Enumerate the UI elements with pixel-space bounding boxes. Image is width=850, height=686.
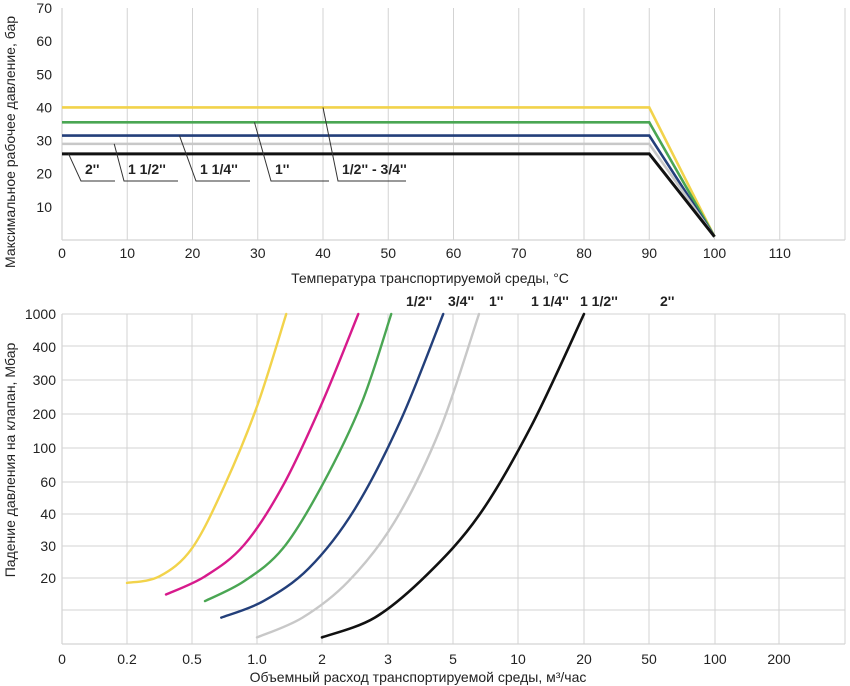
chart1-size-label: 1/2'' - 3/4'' bbox=[342, 161, 407, 177]
chart2-x-tick-label: 5 bbox=[449, 651, 457, 667]
chart1-x-tick-label: 60 bbox=[446, 245, 462, 261]
chart1-callout-leader bbox=[178, 135, 250, 182]
chart2-series bbox=[125, 312, 586, 639]
chart2-size-label: 3/4'' bbox=[448, 293, 474, 309]
chart2-series-curve bbox=[164, 312, 360, 596]
chart1-x-tick-label: 90 bbox=[641, 245, 657, 261]
chart1-y-tick-label: 70 bbox=[36, 0, 52, 16]
chart2-size-label: 1 1/4'' bbox=[531, 293, 569, 309]
chart1-callout-leader bbox=[68, 153, 115, 182]
chart1-x-tick-label: 30 bbox=[250, 245, 266, 261]
chart2-size-label: 1 1/2'' bbox=[580, 293, 618, 309]
chart1-y-axis-title: Максимальное рабочее давление, бар bbox=[2, 16, 18, 268]
chart2-y-axis-title: Падение давления на клапан, Мбар bbox=[2, 343, 18, 578]
chart1-x-tick-label: 40 bbox=[315, 245, 331, 261]
chart1-x-tick-label: 10 bbox=[119, 245, 135, 261]
chart1-y-tick-label: 30 bbox=[36, 133, 52, 149]
chart2-x-tick-label: 100 bbox=[703, 651, 727, 667]
chart2-x-ticks: 0 0.2 0.5 1.0 2 3 5 10 20 50 100 200 bbox=[58, 651, 791, 667]
chart2-size-label: 1/2'' bbox=[406, 293, 432, 309]
chart1-series-line bbox=[62, 142, 716, 238]
chart1-x-tick-label: 80 bbox=[576, 245, 592, 261]
chart2-x-tick-label: 0 bbox=[58, 651, 66, 667]
chart2-y-tick-label: 200 bbox=[33, 406, 57, 422]
chart2-y-ticks: 20 30 40 60 100 200 300 400 1000 bbox=[25, 306, 56, 586]
chart2-axes bbox=[61, 314, 845, 645]
chart2-x-tick-label: 0.5 bbox=[182, 651, 202, 667]
chart2-y-tick-label: 40 bbox=[40, 506, 56, 522]
chart2-y-tick-label: 400 bbox=[33, 339, 57, 355]
chart2-x-tick-label: 200 bbox=[767, 651, 791, 667]
chart1-gridlines bbox=[126, 8, 846, 240]
flow-pressure-drop-chart: 1/2'' 3/4'' 1'' 1 1/4'' 1 1/2'' 2'' 0 0.2 0.5 1.… bbox=[2, 293, 846, 685]
chart2-x-tick-label: 0.2 bbox=[117, 651, 137, 667]
chart2-y-tick-label: 300 bbox=[33, 372, 57, 388]
chart2-size-labels: 1/2'' 3/4'' 1'' 1 1/4'' 1 1/2'' 2'' bbox=[406, 293, 674, 309]
chart2-series-curve bbox=[125, 312, 288, 585]
chart1-x-ticks: 0 10 20 30 40 50 60 70 80 90 100 110 bbox=[58, 245, 791, 261]
chart1-axes bbox=[61, 8, 845, 241]
chart1-x-tick-label: 20 bbox=[185, 245, 201, 261]
chart1-size-label: 1'' bbox=[275, 161, 289, 177]
chart2-size-label: 2'' bbox=[660, 293, 674, 309]
chart1-x-tick-label: 110 bbox=[769, 245, 792, 261]
chart2-x-tick-label: 20 bbox=[576, 651, 592, 667]
chart1-series-line bbox=[62, 152, 716, 238]
chart2-series-curve bbox=[255, 312, 481, 639]
temperature-pressure-chart: 2'' 1 1/2'' 1 1/4'' 1'' 1/2'' - 3/4'' 0 10 20 3… bbox=[2, 0, 846, 286]
chart1-callouts: 2'' 1 1/2'' 1 1/4'' 1'' 1/2'' - 3/4'' bbox=[68, 107, 407, 182]
chart1-y-tick-label: 60 bbox=[36, 33, 52, 49]
chart2-series-curve bbox=[320, 312, 586, 639]
chart1-series-line bbox=[62, 121, 716, 238]
chart2-y-tick-label: 60 bbox=[40, 474, 56, 490]
chart2-y-tick-label: 1000 bbox=[25, 306, 56, 322]
chart2-x-tick-label: 1.0 bbox=[247, 651, 267, 667]
chart1-y-tick-label: 50 bbox=[36, 66, 52, 82]
chart2-x-tick-label: 50 bbox=[641, 651, 657, 667]
chart2-series-curve bbox=[220, 312, 445, 619]
chart1-y-tick-label: 40 bbox=[36, 99, 52, 115]
chart2-x-axis-title: Объемный расход транспортируемой среды, … bbox=[250, 669, 587, 685]
chart2-size-label: 1'' bbox=[489, 293, 503, 309]
chart2-x-tick-label: 10 bbox=[510, 651, 526, 667]
chart2-y-tick-label: 20 bbox=[40, 570, 56, 586]
chart1-series-line bbox=[62, 106, 716, 238]
chart1-x-axis-title: Температура транспортируемой среды, °С bbox=[291, 270, 569, 286]
chart1-size-label: 1 1/2'' bbox=[128, 161, 166, 177]
chart2-y-tick-label: 30 bbox=[40, 538, 56, 554]
chart1-x-tick-label: 100 bbox=[703, 245, 727, 261]
chart1-y-tick-label: 10 bbox=[36, 199, 52, 215]
chart2-x-tick-label: 3 bbox=[384, 651, 392, 667]
chart1-callout-leader bbox=[254, 122, 329, 182]
chart1-size-label: 1 1/4'' bbox=[200, 161, 238, 177]
chart1-x-tick-label: 0 bbox=[58, 245, 66, 261]
chart1-x-tick-label: 70 bbox=[511, 245, 527, 261]
chart1-callout-leader bbox=[113, 143, 178, 182]
chart2-series-curve bbox=[203, 312, 393, 603]
chart1-x-tick-label: 50 bbox=[380, 245, 396, 261]
chart1-size-label: 2'' bbox=[85, 161, 99, 177]
chart2-x-tick-label: 2 bbox=[318, 651, 326, 667]
chart2-gridlines bbox=[62, 313, 846, 644]
chart2-y-tick-label: 100 bbox=[33, 440, 57, 456]
chart1-y-tick-label: 20 bbox=[36, 166, 52, 182]
chart1-callout-leader bbox=[322, 107, 406, 182]
chart1-y-ticks: 10 20 30 40 50 60 70 bbox=[36, 0, 52, 215]
